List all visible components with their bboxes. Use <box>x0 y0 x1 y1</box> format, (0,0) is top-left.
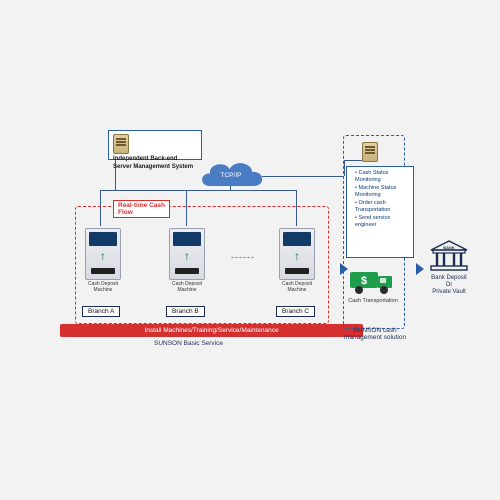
deposit-machine: Cash Deposit Machine <box>168 228 206 293</box>
bank-icon: BANK <box>429 240 469 272</box>
service-item: Order cash Transportation <box>355 200 409 215</box>
install-bar: Install Machines/Training/Service/Mainte… <box>60 324 363 337</box>
atm-icon <box>279 228 315 280</box>
truck-label: Cash Transportation <box>347 298 399 304</box>
tcpip-cloud: TCP/IP <box>196 158 266 194</box>
service-item: Cash Status Monitoring <box>355 170 409 185</box>
branch-tag: Branch C <box>276 306 315 317</box>
connector-line <box>262 176 344 177</box>
branch-tag: Branch B <box>166 306 205 317</box>
service-item: Send service engineer <box>355 215 409 230</box>
diagram-root: Independent Back-end Server Management S… <box>0 0 500 500</box>
ellipsis-icon: ------ <box>231 252 255 262</box>
service-list-box: Cash Status MonitoringMachine Status Mon… <box>346 166 414 258</box>
server-icon <box>362 142 378 162</box>
service-item: Machine Status Monitoring <box>355 185 409 200</box>
backend-server-title: Independent Back-end Server Management S… <box>113 156 197 171</box>
deposit-machine: Cash Deposit Machine <box>278 228 316 293</box>
svg-text:$: $ <box>361 275 367 287</box>
machine-label: Cash Deposit Machine <box>168 282 206 293</box>
atm-icon <box>85 228 121 280</box>
realtime-flow-label: Real-time Cash Flow <box>113 200 170 218</box>
branch-tag: Branch A <box>82 306 120 317</box>
machine-label: Cash Deposit Machine <box>278 282 316 293</box>
install-bar-text: Install Machines/Training/Service/Mainte… <box>144 327 278 334</box>
server-icon <box>113 134 129 154</box>
basic-service-caption: SUNSON Basic Service <box>154 340 223 347</box>
svg-text:BANK: BANK <box>443 245 455 250</box>
machine-label: Cash Deposit Machine <box>84 282 122 293</box>
deposit-machine: Cash Deposit Machine <box>84 228 122 293</box>
cloud-label: TCP/IP <box>196 158 266 179</box>
service-list: Cash Status MonitoringMachine Status Mon… <box>355 170 409 229</box>
bank-node: BANK Bank Deposit Or Private Vault <box>424 240 474 296</box>
service-server-icon <box>362 142 378 164</box>
cash-truck: $ Cash Transportation <box>347 266 399 304</box>
atm-icon <box>169 228 205 280</box>
backend-server-box: Independent Back-end Server Management S… <box>108 130 202 160</box>
truck-caption: SUNSON cash management solution <box>343 327 407 341</box>
